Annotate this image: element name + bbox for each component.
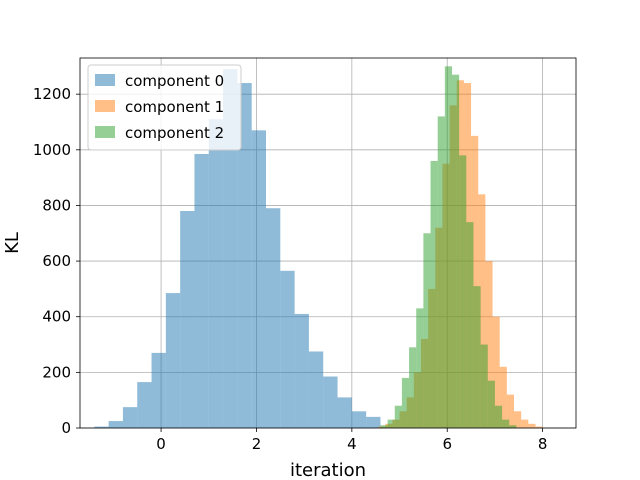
histogram-bar [444,66,452,429]
histogram-bar [471,135,479,429]
y-axis-ticks: 0 200 400 600 800 1000 1200 [33,85,80,437]
x-tick-label: 0 [156,435,166,453]
histogram-bar [466,222,474,428]
histogram-bar [473,286,481,428]
series-component-2 [380,66,517,429]
x-tick-label: 4 [347,435,357,453]
legend-label-component-0: component 0 [125,72,224,90]
histogram-bar [151,352,166,428]
histogram-bar [294,313,309,428]
histogram-bar [351,411,367,428]
histogram-bar [509,425,517,428]
y-tick-label: 1200 [33,85,71,103]
histogram-bar [387,419,395,428]
histogram-bar [137,382,152,428]
x-tick-label: 2 [252,435,262,453]
histogram-bar [452,74,460,429]
histogram-bar [223,69,238,429]
histogram-bar [459,155,467,429]
histogram-bar [521,419,529,428]
legend-label-component-1: component 1 [125,98,224,116]
histogram-bar [492,316,500,428]
histogram-bar [514,411,522,428]
x-tick-label: 6 [442,435,452,453]
histogram-bar [180,211,195,428]
histogram-bar [366,416,381,428]
legend-swatch-component-0 [95,74,115,86]
histogram-bar [308,351,324,428]
histogram-bar [94,426,109,428]
y-tick-label: 1000 [33,141,71,159]
histogram-bar [108,421,123,428]
y-tick-label: 200 [42,363,71,381]
histogram-bar [535,426,543,428]
legend-swatch-component-2 [95,126,115,138]
histogram-bar [380,425,388,428]
legend-swatch-component-1 [95,100,115,112]
histogram-bar [487,380,495,428]
histogram-bar [409,347,417,428]
plot-area-frame [79,57,577,429]
x-tick-label: 8 [538,435,548,453]
y-tick-label: 0 [61,419,71,437]
y-tick-label: 400 [42,308,71,326]
histogram-bar [494,405,503,428]
histogram-bar [437,116,445,428]
histogram-bar [394,405,402,428]
histogram-bar [165,293,181,428]
histogram-bar [506,394,514,428]
histogram-bar [208,119,224,429]
histogram-bar [337,397,352,428]
histogram-bar [416,308,424,428]
y-tick-label: 800 [42,196,71,214]
histogram-bar [430,160,438,429]
histogram-bar [251,130,266,429]
y-axis-label: KL [2,232,23,254]
histogram-bar [528,423,536,428]
histogram-bars [94,66,543,429]
histogram-bar [194,153,209,428]
x-axis-label: iteration [290,460,366,480]
histogram-bar [502,419,510,428]
histogram-bar [480,344,488,428]
histogram-bar [485,261,493,428]
legend-label-component-2: component 2 [125,124,224,142]
x-axis-ticks: 0 2 4 6 8 [156,428,547,453]
histogram-bar [499,366,507,428]
histogram-bar [266,208,281,428]
y-tick-label: 600 [42,252,71,270]
histogram-bar [478,194,486,428]
histogram-bar [401,377,410,428]
histogram-bar [323,376,338,428]
legend: component 0 component 1 component 2 [87,64,242,151]
histogram-bar [423,233,431,428]
legend-box [87,64,242,151]
histogram-bar [237,83,252,428]
histogram-bar [122,407,138,428]
series-component-0 [94,69,381,429]
histogram-bar [280,270,295,428]
